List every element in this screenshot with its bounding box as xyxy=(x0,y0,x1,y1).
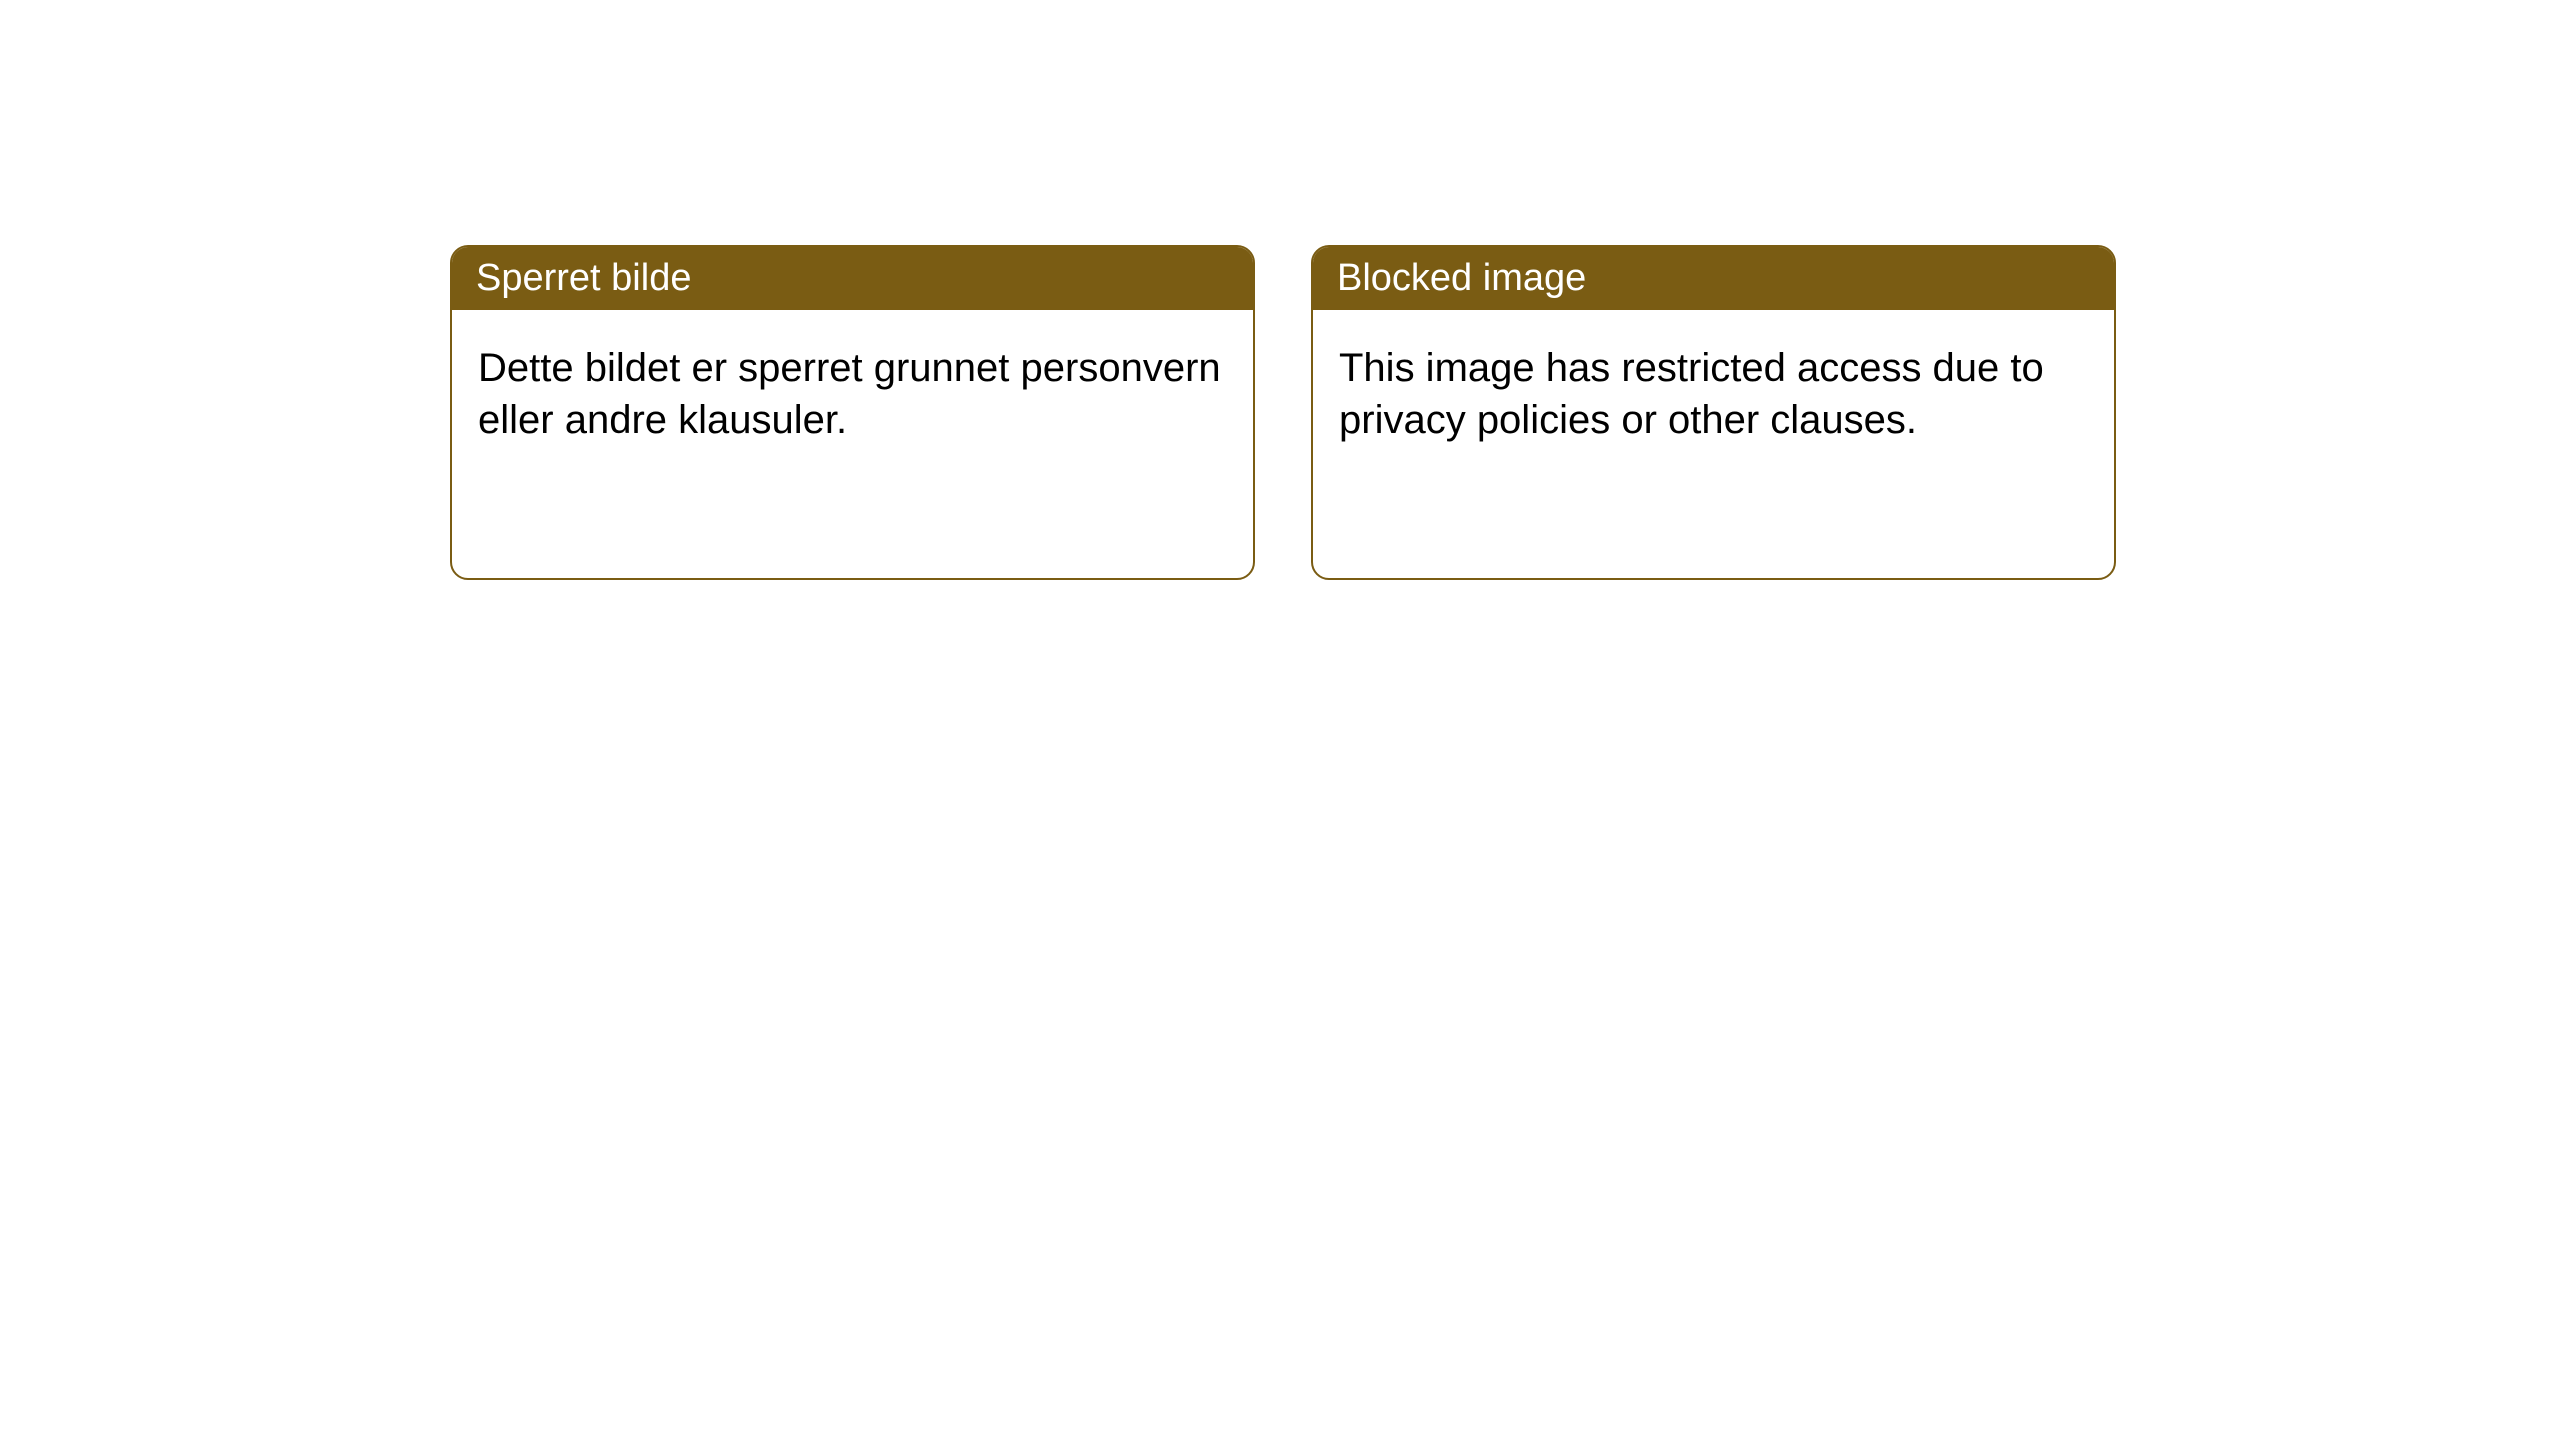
card-body: Dette bildet er sperret grunnet personve… xyxy=(452,310,1253,478)
card-header: Sperret bilde xyxy=(452,247,1253,310)
blocked-image-card-no: Sperret bilde Dette bildet er sperret gr… xyxy=(450,245,1255,580)
card-title: Blocked image xyxy=(1337,257,1586,299)
card-body-text: This image has restricted access due to … xyxy=(1339,346,2044,442)
card-body: This image has restricted access due to … xyxy=(1313,310,2114,478)
card-container: Sperret bilde Dette bildet er sperret gr… xyxy=(0,0,2560,580)
blocked-image-card-en: Blocked image This image has restricted … xyxy=(1311,245,2116,580)
card-title: Sperret bilde xyxy=(476,257,691,299)
card-body-text: Dette bildet er sperret grunnet personve… xyxy=(478,346,1221,442)
card-header: Blocked image xyxy=(1313,247,2114,310)
